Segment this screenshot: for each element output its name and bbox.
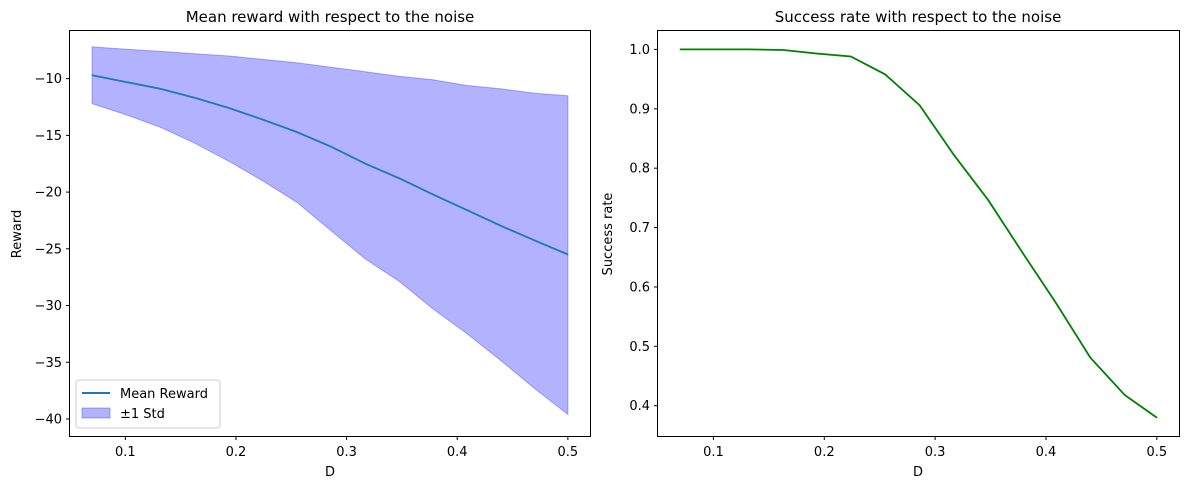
axes-frame	[657, 30, 1180, 437]
axes-frame	[69, 30, 591, 437]
y-tick-label: 0.8	[629, 162, 650, 177]
legend-label-mean-reward: Mean Reward	[120, 387, 208, 402]
x-tick-label: 0.4	[447, 445, 468, 460]
y-tick-label: 1.0	[629, 43, 650, 58]
legend-swatch-std-band	[81, 407, 111, 419]
data-point	[1055, 302, 1057, 304]
legend: Mean Reward ±1 Std	[75, 379, 221, 429]
y-tick-label: 0.6	[629, 280, 650, 295]
data-point	[850, 55, 852, 58]
y-tick-label: −10	[35, 72, 62, 87]
data-point	[919, 104, 921, 106]
legend-label-std-band: ±1 Std	[120, 407, 165, 422]
y-tick-label: −20	[35, 186, 62, 201]
data-point	[567, 253, 569, 256]
data-point	[987, 199, 989, 201]
data-point	[535, 240, 537, 242]
data-point	[330, 146, 332, 148]
y-tick-label: −25	[35, 242, 62, 257]
x-axis-label: D	[325, 465, 335, 480]
data-point	[713, 48, 716, 51]
data-point	[296, 131, 298, 133]
data-point	[91, 74, 93, 76]
data-point	[160, 88, 162, 90]
chart-title: Mean reward with respect to the noise	[186, 8, 475, 26]
x-tick-label: 0.5	[1146, 445, 1167, 460]
plot-area: 0.1 0.2 0.3 0.4 0.5 0.4 0.5 0.6 0.7 0.8 0.9 1.0	[629, 43, 1167, 460]
y-tick-label: −40	[35, 412, 62, 427]
success-rate-chart: Success rate with respect to the noise D…	[601, 8, 1180, 480]
y-tick-label: 0.4	[629, 399, 650, 414]
data-point	[432, 193, 434, 195]
x-tick-label: 0.3	[925, 445, 946, 460]
data-point	[817, 53, 819, 55]
x-tick-label: 0.2	[226, 445, 247, 460]
x-tick-label: 0.2	[814, 445, 835, 460]
x-tick-label: 0.1	[115, 445, 136, 460]
y-tick-label: 0.7	[629, 221, 650, 236]
x-tick-label: 0.3	[336, 445, 357, 460]
data-point	[1124, 394, 1126, 396]
data-point	[125, 81, 127, 83]
data-point	[194, 97, 196, 99]
data-point	[1021, 250, 1023, 252]
reward-chart: Mean reward with respect to the noise D …	[10, 8, 591, 480]
data-point	[261, 118, 264, 121]
data-point	[782, 49, 784, 51]
data-point	[953, 154, 955, 156]
x-axis-label: D	[913, 465, 923, 480]
legend-box	[75, 379, 221, 429]
y-axis-label: Success rate	[601, 193, 616, 276]
data-point	[228, 107, 230, 109]
x-tick-label: 0.4	[1036, 445, 1057, 460]
data-point	[884, 73, 886, 75]
data-point	[1089, 357, 1091, 359]
y-tick-label: −35	[35, 356, 62, 371]
data-point	[1156, 417, 1158, 419]
y-tick-label: −15	[35, 129, 62, 144]
x-tick-label: 0.1	[703, 445, 724, 460]
y-tick-label: 0.5	[629, 340, 650, 355]
chart-title: Success rate with respect to the noise	[775, 8, 1062, 26]
data-point	[466, 209, 468, 211]
y-tick-label: 0.9	[629, 102, 650, 117]
data-point	[500, 225, 503, 227]
data-point	[364, 163, 366, 165]
data-point	[748, 48, 750, 51]
x-tick-label: 0.5	[558, 445, 579, 460]
data-point	[399, 177, 401, 180]
plot-area: 0.1 0.2 0.3 0.4 0.5 −40 −35 −30 −25 −20 −15 −10	[35, 46, 579, 460]
y-tick-label: −30	[35, 299, 62, 314]
y-axis-label: Reward	[10, 210, 25, 258]
data-point	[679, 48, 681, 51]
std-band	[91, 46, 569, 416]
